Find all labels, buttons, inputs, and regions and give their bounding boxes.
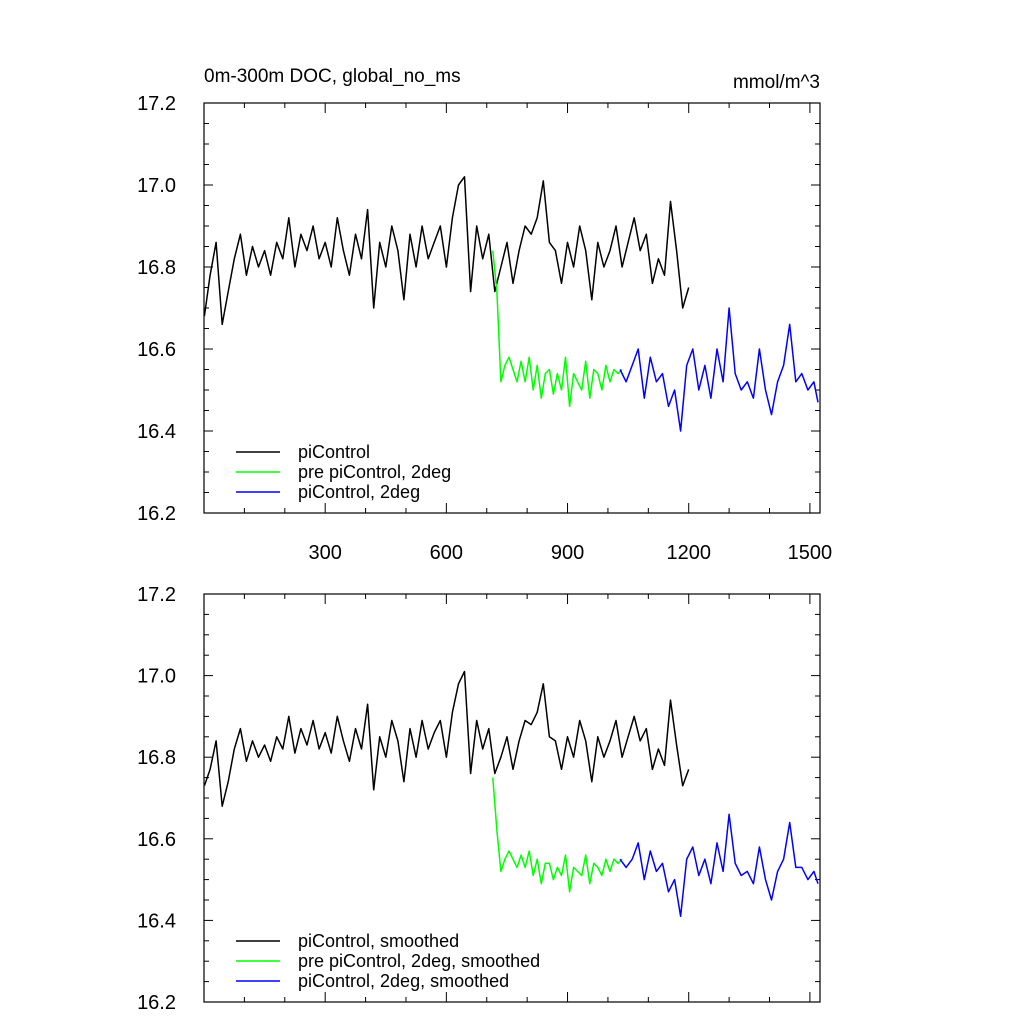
- y-tick-label: 16.6: [137, 339, 176, 361]
- units-label: mmol/m^3: [733, 72, 820, 93]
- series-line-pre-picontrol-2deg-smoothed: [492, 777, 623, 893]
- y-tick-label: 17.0: [137, 666, 176, 688]
- series-line-picontrol-2deg: [619, 307, 819, 432]
- legend-label-picontrol-smoothed: piControl, smoothed: [298, 931, 459, 951]
- series-line-pre-picontrol-2deg: [492, 250, 623, 408]
- y-tick-label: 16.6: [137, 829, 176, 851]
- y-tick-label: 17.2: [137, 93, 176, 115]
- axis-ticks: [204, 102, 820, 514]
- y-tick-label: 16.2: [137, 992, 176, 1014]
- legend-label-picontrol-2deg: piControl, 2deg: [298, 482, 420, 502]
- plot-area-frame: [203, 102, 821, 514]
- series-line-picontrol: [203, 176, 690, 326]
- series-line-picontrol-2deg-smoothed: [619, 813, 819, 918]
- y-tick-label: 17.2: [137, 584, 176, 606]
- legend-label-picontrol: piControl: [298, 442, 370, 462]
- series-line-picontrol-smoothed: [203, 670, 690, 807]
- panel-top: 0m-300m DOC, global_no_ms mmol/m^3 16.21…: [137, 66, 832, 564]
- legend: piControl pre piControl, 2deg piControl,…: [236, 442, 451, 502]
- y-axis-tick-labels: 16.2 16.4 16.6 16.8 17.0 17.2: [137, 584, 176, 1014]
- y-axis-tick-labels: 16.2 16.4 16.6 16.8 17.0 17.2: [137, 93, 176, 525]
- x-tick-label: 600: [430, 542, 463, 564]
- y-tick-label: 16.2: [137, 503, 176, 525]
- legend-label-pre-picontrol-2deg-smoothed: pre piControl, 2deg, smoothed: [298, 951, 540, 971]
- plot-area-frame: [203, 593, 821, 1003]
- y-tick-label: 16.4: [137, 421, 176, 443]
- panel-bottom: 16.2 16.4 16.6 16.8 17.0 17.2 piControl, smoo…: [137, 584, 821, 1014]
- legend-label-picontrol-2deg-smoothed: piControl, 2deg, smoothed: [298, 971, 509, 991]
- x-tick-label: 900: [551, 542, 584, 564]
- axis-ticks: [204, 593, 820, 1003]
- y-tick-label: 16.4: [137, 910, 176, 932]
- x-tick-label: 1200: [666, 542, 711, 564]
- x-tick-label: 1500: [788, 542, 833, 564]
- legend-label-pre-picontrol-2deg: pre piControl, 2deg: [298, 462, 451, 482]
- x-axis-tick-labels: 300 600 900 1200 1500: [308, 542, 832, 564]
- x-tick-label: 300: [308, 542, 341, 564]
- y-tick-label: 16.8: [137, 747, 176, 769]
- legend: piControl, smoothed pre piControl, 2deg,…: [236, 931, 540, 991]
- chart-title: 0m-300m DOC, global_no_ms: [204, 66, 461, 87]
- y-tick-label: 16.8: [137, 257, 176, 279]
- y-tick-label: 17.0: [137, 175, 176, 197]
- series-lines: [203, 176, 819, 432]
- series-lines: [203, 670, 819, 918]
